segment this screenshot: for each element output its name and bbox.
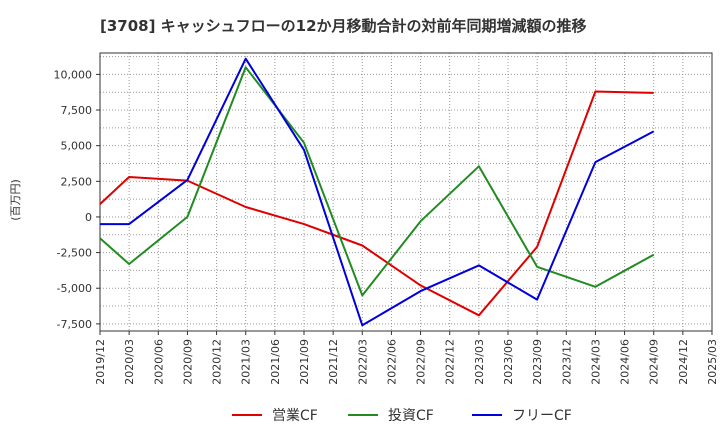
series-line-フリーCF bbox=[100, 57, 655, 327]
x-tick-label: 2022/03 bbox=[356, 339, 369, 385]
x-tick-label: 2024/12 bbox=[677, 339, 690, 385]
plot-area bbox=[99, 52, 713, 332]
y-axis: 10,000 7,500 5,000 2,500 0 -2,500 -5,000 -7,500 bbox=[54, 68, 100, 331]
x-tick-label: 2021/09 bbox=[298, 339, 311, 385]
chart-title: [3708] キャッシュフローの12か月移動合計の対前年同期増減額の推移 bbox=[100, 17, 587, 35]
y-tick-label: -5,000 bbox=[57, 282, 92, 295]
series-line-投資CF bbox=[99, 66, 655, 297]
y-axis-label: (百万円) bbox=[9, 179, 22, 221]
x-tick-label: 2023/03 bbox=[473, 339, 486, 385]
x-tick-label: 2019/12 bbox=[94, 339, 107, 385]
x-tick-label: 2021/03 bbox=[240, 339, 253, 385]
x-tick-label: 2023/12 bbox=[560, 339, 573, 385]
x-tick-label: 2021/06 bbox=[269, 339, 282, 385]
y-tick-label: 5,000 bbox=[61, 140, 93, 153]
y-tick-label: 10,000 bbox=[54, 68, 93, 81]
x-tick-label: 2024/09 bbox=[648, 339, 661, 385]
legend-label: フリーCF bbox=[512, 408, 572, 424]
x-tick-label: 2023/09 bbox=[531, 339, 544, 385]
legend-label: 営業CF bbox=[272, 408, 318, 424]
y-tick-label: -2,500 bbox=[57, 247, 92, 260]
x-axis: 2019/12 2020/03 2020/06 2020/09 2020/12 2021/… bbox=[94, 331, 719, 385]
series-line-営業CF bbox=[99, 90, 654, 317]
y-tick-label: 2,500 bbox=[61, 175, 93, 188]
x-tick-label: 2022/12 bbox=[444, 339, 457, 385]
x-tick-label: 2022/09 bbox=[415, 339, 428, 385]
series-lines bbox=[99, 57, 655, 327]
y-tick-label: 7,500 bbox=[61, 104, 93, 117]
x-tick-label: 2021/12 bbox=[327, 339, 340, 385]
x-tick-label: 2024/03 bbox=[589, 339, 602, 385]
x-tick-label: 2024/06 bbox=[619, 339, 632, 385]
y-tick-label: 0 bbox=[85, 211, 92, 224]
legend-label: 投資CF bbox=[388, 408, 434, 424]
grid bbox=[99, 53, 713, 331]
x-tick-label: 2020/12 bbox=[211, 339, 224, 385]
x-tick-label: 2022/06 bbox=[385, 339, 398, 385]
x-tick-label: 2020/06 bbox=[152, 339, 165, 385]
y-tick-label: -7,500 bbox=[57, 318, 92, 331]
x-tick-label: 2025/03 bbox=[706, 339, 719, 385]
x-tick-label: 2023/06 bbox=[502, 339, 515, 385]
x-tick-label: 2020/09 bbox=[181, 339, 194, 385]
x-tick-label: 2020/03 bbox=[123, 339, 136, 385]
legend: 営業CF 投資CF フリーCF bbox=[232, 408, 572, 424]
